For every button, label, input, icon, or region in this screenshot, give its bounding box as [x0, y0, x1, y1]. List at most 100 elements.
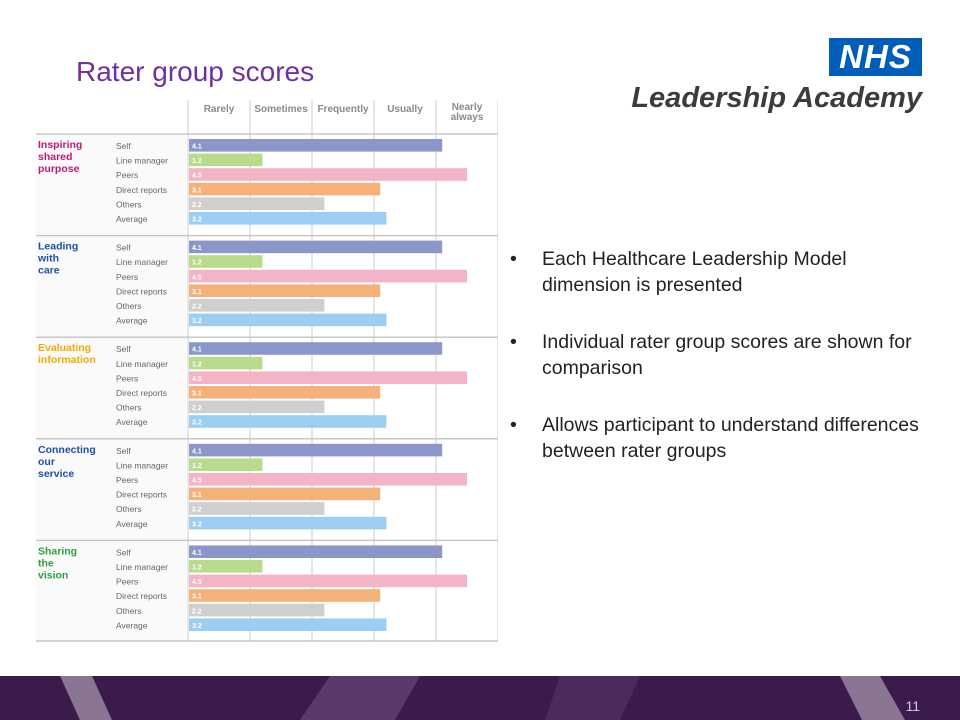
- rater-group-label: Others: [116, 606, 142, 616]
- rater-group-label: Direct reports: [116, 286, 167, 296]
- score-value-label: 4.5: [192, 579, 202, 586]
- score-bar: [189, 240, 443, 254]
- score-value-label: 4.5: [192, 478, 202, 485]
- footer-background: [0, 676, 960, 720]
- rater-group-label: Line manager: [116, 359, 168, 369]
- score-bar: [189, 153, 263, 167]
- bullet-item: • Individual rater group scores are shown…: [510, 331, 912, 379]
- score-value-label: 4.1: [192, 448, 202, 455]
- rater-group-label: Self: [116, 446, 131, 456]
- bullet-item: • Each Healthcare Leadership Model dimens…: [510, 248, 847, 296]
- rater-group-label: Self: [116, 141, 131, 151]
- score-bar: [189, 255, 263, 268]
- rater-group-label: Direct reports: [116, 185, 167, 195]
- footer-band: [0, 676, 960, 720]
- score-bar: [189, 443, 443, 457]
- score-bar: [189, 197, 325, 210]
- rater-group-label: Average: [116, 316, 148, 326]
- score-bar: [189, 574, 467, 588]
- score-value-label: 3.1: [192, 391, 202, 398]
- score-bar: [189, 618, 387, 631]
- score-value-label: 3.1: [192, 492, 202, 499]
- score-value-label: 1.2: [192, 463, 202, 470]
- bullet-text: Individual rater group scores are shown …: [542, 331, 912, 379]
- rater-group-label: Direct reports: [116, 388, 167, 398]
- rater-group-label: Line manager: [116, 257, 168, 267]
- dimension-label: Leading with care: [37, 241, 78, 277]
- score-bar: [189, 589, 381, 602]
- leadership-academy-text: Leadership Academy: [631, 82, 922, 114]
- score-bar: [189, 342, 443, 355]
- rater-group-label: Self: [116, 243, 131, 253]
- score-bar: [189, 516, 387, 530]
- footer-stripe: [840, 676, 905, 720]
- score-bar: [189, 139, 443, 152]
- rater-group-label: Line manager: [116, 460, 168, 470]
- scale-label: Sometimes: [254, 104, 308, 115]
- score-value-label: 3.1: [192, 594, 202, 601]
- score-value-label: 2.2: [192, 304, 202, 311]
- footer-stripe: [300, 676, 420, 720]
- score-bar: [189, 371, 467, 384]
- score-bar: [189, 473, 467, 486]
- footer-stripe: [60, 676, 112, 720]
- dimension-label: Inspiring shared purpose: [38, 139, 82, 175]
- footer-stripe: [545, 676, 640, 720]
- rater-group-label: Peers: [116, 373, 138, 383]
- score-bar: [189, 415, 387, 428]
- rater-group-label: Self: [116, 344, 131, 354]
- score-value-label: 3.2: [192, 217, 202, 224]
- rater-group-label: Line manager: [116, 156, 168, 166]
- rater-group-label: Others: [116, 301, 142, 311]
- rater-group-label: Others: [116, 199, 142, 209]
- dimension-label: Connecting our service: [38, 444, 96, 480]
- score-bar: [189, 386, 381, 399]
- rater-group-label: Peers: [116, 577, 138, 587]
- rater-group-label: Peers: [116, 272, 138, 282]
- rater-group-scores-chart: Rarely Sometimes Frequently Usually Nearly al…: [36, 100, 498, 642]
- score-value-label: 2.2: [192, 608, 202, 615]
- score-bar: [189, 560, 263, 573]
- score-bar: [189, 182, 381, 196]
- rater-group-label: Average: [116, 214, 148, 224]
- score-bar: [189, 356, 263, 370]
- score-value-label: 3.1: [192, 289, 202, 296]
- rater-group-label: Direct reports: [116, 490, 167, 500]
- dimension-label: Evaluating information: [38, 342, 96, 366]
- score-value-label: 3.1: [192, 187, 202, 194]
- page-number: 11: [905, 698, 920, 714]
- score-bar: [189, 603, 325, 617]
- score-value-label: 4.5: [192, 173, 202, 180]
- score-value-label: 4.1: [192, 144, 202, 151]
- score-bar: [189, 458, 263, 471]
- scale-label: Frequently: [317, 104, 369, 115]
- score-value-label: 2.2: [192, 507, 202, 514]
- score-value-label: 3.2: [192, 420, 202, 427]
- score-bar: [189, 502, 325, 515]
- score-value-label: 1.2: [192, 565, 202, 572]
- bullet-item: • Allows participant to understand differ…: [510, 414, 919, 462]
- score-value-label: 3.2: [192, 318, 202, 325]
- score-value-label: 4.5: [192, 376, 202, 383]
- rater-group-label: Others: [116, 403, 142, 413]
- scale-label: Nearly always: [451, 102, 484, 123]
- score-value-label: 1.2: [192, 260, 202, 267]
- score-value-label: 1.2: [192, 158, 202, 165]
- score-bar: [189, 212, 387, 225]
- scale-label: Rarely: [204, 104, 235, 115]
- score-value-label: 2.2: [192, 202, 202, 209]
- score-bar: [189, 299, 325, 312]
- nhs-leadership-academy-logo: NHS Leadership Academy: [620, 38, 922, 118]
- rater-group-label: Peers: [116, 475, 138, 485]
- score-bar: [189, 487, 381, 501]
- score-bar: [189, 269, 467, 283]
- rater-group-label: Average: [116, 417, 148, 427]
- label-panel: [36, 134, 186, 642]
- rater-group-label: Peers: [116, 170, 138, 180]
- score-value-label: 4.5: [192, 274, 202, 281]
- score-value-label: 3.2: [192, 623, 202, 630]
- score-value-label: 4.1: [192, 245, 202, 252]
- bullet-text: Allows participant to understand differe…: [542, 414, 919, 462]
- dimension-label: Sharing the vision: [38, 545, 77, 581]
- score-bar: [189, 545, 443, 558]
